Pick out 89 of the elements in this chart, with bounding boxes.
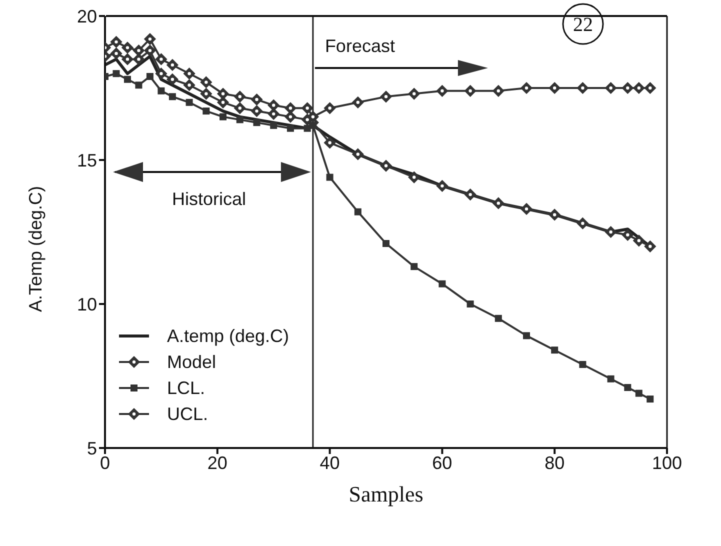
point bbox=[253, 119, 260, 126]
point bbox=[110, 48, 122, 60]
legend-label: UCL. bbox=[167, 404, 208, 424]
point bbox=[302, 102, 314, 114]
point bbox=[622, 229, 634, 241]
y-axis-title: A.Temp (deg.C) bbox=[25, 186, 46, 312]
point bbox=[166, 59, 178, 71]
point bbox=[494, 314, 502, 322]
point bbox=[200, 88, 212, 100]
point bbox=[168, 93, 176, 100]
point bbox=[220, 113, 227, 120]
point bbox=[250, 105, 262, 117]
point bbox=[380, 90, 392, 102]
y-tick-label: 20 bbox=[76, 6, 97, 26]
point bbox=[155, 68, 167, 80]
point bbox=[234, 102, 246, 114]
point bbox=[579, 360, 586, 368]
point bbox=[307, 111, 319, 123]
point bbox=[234, 90, 246, 102]
x-tick-label: 40 bbox=[320, 452, 340, 473]
point bbox=[135, 82, 142, 89]
point bbox=[438, 280, 446, 288]
annotation: Forecast bbox=[324, 36, 395, 56]
legend-label: A.temp (deg.C) bbox=[167, 326, 290, 346]
point bbox=[354, 208, 362, 216]
point bbox=[268, 100, 280, 112]
point bbox=[200, 76, 212, 88]
x-tick-label: 0 bbox=[100, 452, 110, 473]
point bbox=[270, 122, 278, 129]
x-tick-label: 60 bbox=[432, 452, 452, 473]
point bbox=[324, 102, 336, 114]
point bbox=[158, 87, 165, 94]
point bbox=[155, 53, 167, 65]
annotation: 22 bbox=[573, 14, 593, 36]
point bbox=[202, 108, 210, 115]
point bbox=[324, 136, 336, 148]
point bbox=[217, 88, 229, 100]
point bbox=[607, 375, 614, 382]
point bbox=[110, 36, 122, 48]
point bbox=[250, 94, 262, 106]
point bbox=[492, 85, 504, 97]
point bbox=[352, 96, 364, 108]
point bbox=[382, 240, 390, 248]
point bbox=[146, 72, 154, 80]
point bbox=[624, 384, 632, 392]
point bbox=[576, 82, 588, 94]
x-tick-label: 80 bbox=[544, 452, 565, 473]
point bbox=[186, 98, 193, 106]
point bbox=[464, 85, 476, 97]
point bbox=[122, 42, 134, 54]
point bbox=[284, 102, 296, 114]
point bbox=[144, 33, 156, 45]
point bbox=[236, 116, 244, 124]
point bbox=[408, 172, 420, 184]
point bbox=[112, 70, 120, 78]
point bbox=[523, 332, 530, 340]
point bbox=[551, 346, 558, 354]
point bbox=[144, 44, 156, 56]
point bbox=[124, 76, 131, 83]
x-tick-label: 20 bbox=[207, 452, 228, 473]
point bbox=[184, 79, 196, 91]
point bbox=[436, 85, 448, 97]
annotation: Historical bbox=[172, 189, 246, 209]
point bbox=[304, 124, 311, 132]
point bbox=[633, 234, 645, 246]
point bbox=[184, 68, 196, 80]
point bbox=[635, 390, 642, 397]
point bbox=[605, 82, 617, 94]
point bbox=[326, 174, 334, 181]
point bbox=[408, 88, 420, 100]
point bbox=[166, 74, 178, 86]
point bbox=[122, 53, 134, 65]
point bbox=[622, 82, 634, 94]
x-tick-label: 100 bbox=[652, 452, 682, 473]
point bbox=[548, 82, 560, 94]
y-tick-label: 5 bbox=[86, 438, 97, 458]
y-tick-label: 10 bbox=[76, 294, 97, 314]
point bbox=[466, 300, 474, 308]
y-tick-label: 15 bbox=[76, 150, 97, 170]
legend-label: LCL. bbox=[167, 378, 206, 398]
point bbox=[644, 82, 656, 94]
point bbox=[132, 44, 144, 56]
point bbox=[286, 124, 294, 132]
point bbox=[520, 82, 532, 94]
point bbox=[410, 263, 418, 270]
x-axis-title: Samples bbox=[348, 482, 424, 507]
point bbox=[646, 396, 654, 403]
legend-label: Model bbox=[167, 352, 216, 372]
point bbox=[633, 82, 645, 94]
